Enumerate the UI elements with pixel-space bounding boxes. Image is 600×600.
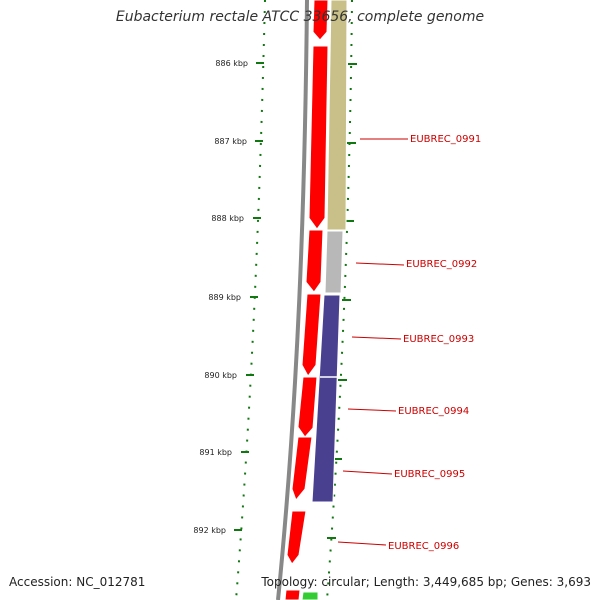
gene-label-0994[interactable]: EUBREC_0994 [398,406,469,417]
gene-arrow[interactable] [301,293,322,377]
scale-ticks: 886 kbp 887 kbp 888 kbp 889 kbp 890 kbp … [193,59,264,535]
genome-backbone [276,0,309,600]
gene-block-green[interactable] [301,591,319,600]
tick-label-888: 888 kbp [211,214,244,223]
gene-label-0996[interactable]: EUBREC_0996 [388,541,459,552]
tick-label-892: 892 kbp [193,526,226,535]
gene-block-gray[interactable] [324,230,344,294]
reverse-genes [301,0,348,600]
gene-arrow[interactable] [291,436,313,501]
genome-summary-text: Topology: circular; Length: 3,449,685 bp… [261,575,591,589]
tick-label-891: 891 kbp [199,448,232,457]
gene-label-0995[interactable]: EUBREC_0995 [394,469,465,480]
leader-line [351,336,402,340]
leader-line [347,408,397,412]
accession-text: Accession: NC_012781 [9,575,146,589]
gene-arrow[interactable] [312,0,329,41]
leader-line [342,470,393,475]
gene-labels: EUBREC_0991 EUBREC_0992 EUBREC_0993 EUBR… [337,134,481,552]
gene-label-0993[interactable]: EUBREC_0993 [403,334,474,345]
leader-line [355,262,405,266]
tick-label-889: 889 kbp [208,293,241,302]
forward-genes [284,0,329,600]
map-title: Eubacterium rectale ATCC 33656, complete… [115,9,485,25]
leader-line [337,541,387,546]
gene-block-navy[interactable] [311,294,341,503]
outer-ticks [327,63,357,539]
gene-arrow[interactable] [286,510,307,565]
tick-label-890: 890 kbp [204,371,237,380]
gene-block-olive[interactable] [326,0,348,231]
gene-arrow[interactable] [297,376,318,438]
gene-arrow[interactable] [284,589,301,600]
tick-label-886: 886 kbp [215,59,248,68]
gene-arrow[interactable] [308,45,329,230]
gene-arrow[interactable] [305,229,324,293]
gene-label-0992[interactable]: EUBREC_0992 [406,259,477,270]
gene-label-0991[interactable]: EUBREC_0991 [410,134,481,145]
tick-label-887: 887 kbp [214,137,247,146]
